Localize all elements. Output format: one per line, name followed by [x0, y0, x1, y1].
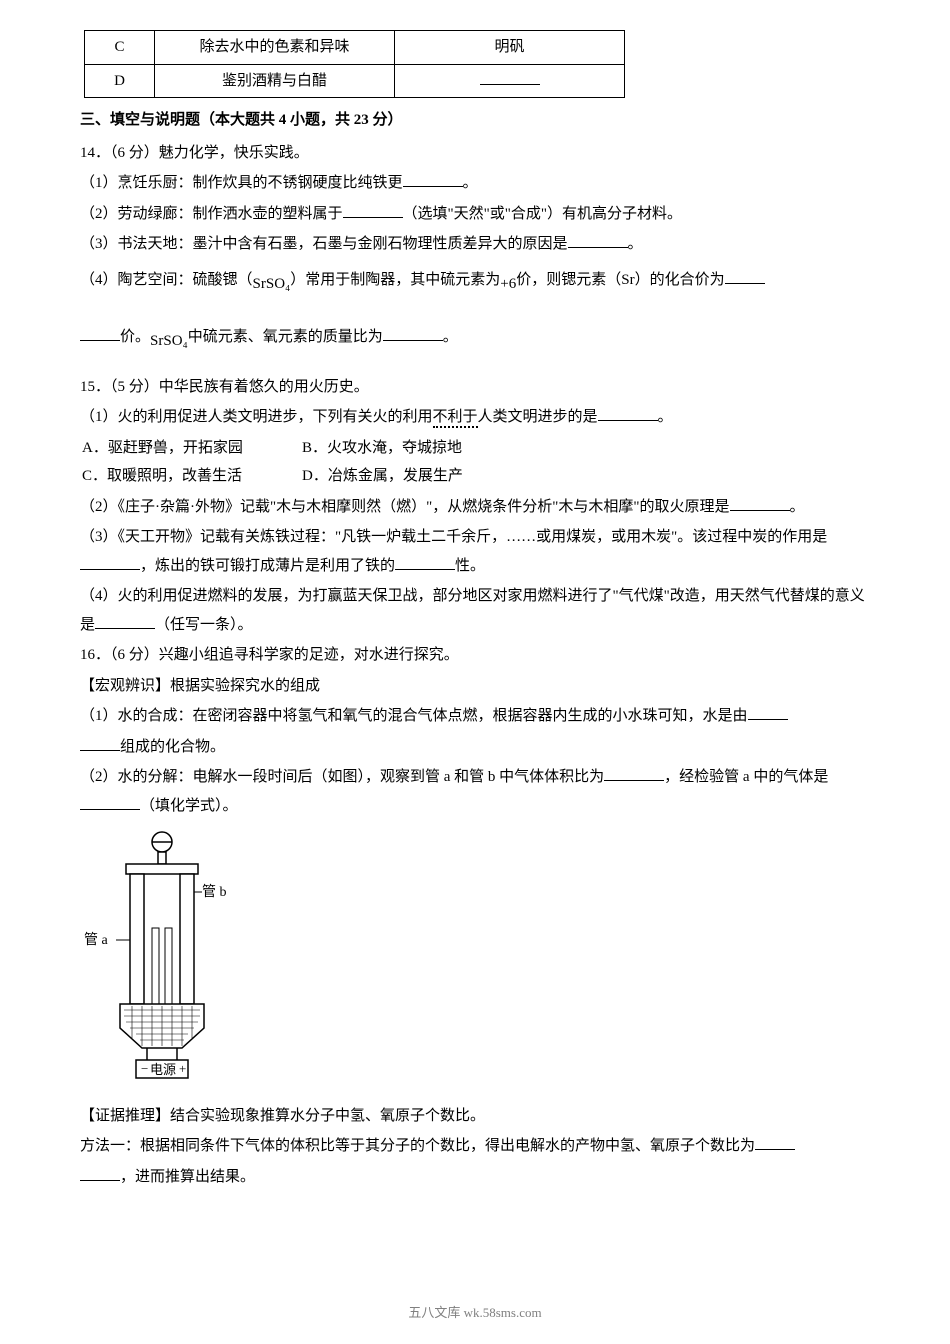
q15-p1a: （1）火的利用促进人类文明进步，下列有关火的利用 — [80, 409, 433, 425]
q14-p4-cont: 价。SrSO₄中硫元素、氧元素的质量比为 。 — [80, 318, 870, 361]
srso4-formula: SrSO₄ — [253, 276, 291, 292]
q14-p3: （3）书法天地：墨汁中含有石墨，石墨与金刚石物理性质差异大的原因是 。 — [80, 230, 870, 259]
blank-fill — [604, 766, 664, 781]
electrolysis-diagram: − + 管 a 管 b 电源 — [82, 828, 870, 1094]
q15-p3a: （3）《天工开物》记载有关炼铁过程："凡铁一炉载土二千余斤，……或用煤炭，或用木… — [80, 529, 827, 545]
option-b: B．火攻水淹，夺城掠地 — [302, 434, 522, 463]
q16-m1: 方法一：根据相同条件下气体的体积比等于其分子的个数比，得出电解水的产物中氢、氧原… — [80, 1132, 870, 1161]
page-footer: 五八文库 wk.58sms.com — [0, 1301, 950, 1326]
blank-fill — [598, 406, 658, 421]
srso4-formula2: SrSO₄ — [150, 333, 188, 349]
cell-d-desc: 鉴别酒精与白醋 — [155, 64, 395, 98]
option-a: A．驱赶野兽，开拓家园 — [82, 434, 302, 463]
q15-p1b: 人类文明进步的是 — [478, 409, 598, 425]
q14-p3-after: 。 — [628, 236, 643, 252]
q16-m1a: 方法一：根据相同条件下气体的体积比等于其分子的个数比，得出电解水的产物中氢、氧原… — [80, 1138, 755, 1154]
q14-header: 14．（6 分）魅力化学，快乐实践。 — [80, 139, 870, 168]
electrolysis-svg: − + 管 a 管 b 电源 — [82, 828, 242, 1083]
q16-header: 16．（6 分）兴趣小组追寻科学家的足迹，对水进行探究。 — [80, 641, 870, 670]
q16-sub2: 【证据推理】结合实验现象推算水分子中氢、氧原子个数比。 — [80, 1102, 870, 1131]
q14-p4a: （4）陶艺空间：硫酸锶（ — [80, 272, 253, 288]
blank-fill — [748, 705, 788, 720]
cell-d-label: D — [85, 64, 155, 98]
q15-p1-after: 。 — [658, 409, 673, 425]
q16-m1-cont: ，进而推算出结果。 — [80, 1163, 870, 1192]
q15-p4: （4）火的利用促进燃料的发展，为打赢蓝天保卫战，部分地区对家用燃料进行了"气代煤… — [80, 582, 870, 639]
blank-fill — [80, 555, 140, 570]
q16-p2: （2）水的分解：电解水一段时间后（如图），观察到管 a 和管 b 中气体体积比为… — [80, 763, 870, 820]
q14-p2-after: （选填"天然"或"合成"）有机高分子材料。 — [403, 206, 683, 222]
section-heading: 三、填空与说明题（本大题共 4 小题，共 23 分） — [80, 106, 870, 135]
q16-p1-cont: 组成的化合物。 — [80, 733, 870, 762]
cell-c-desc: 除去水中的色素和异味 — [155, 31, 395, 65]
q15-p2a: （2）《庄子·杂篇·外物》记载"木与木相摩则然（燃）"，从燃烧条件分析"木与木相… — [80, 499, 730, 515]
table-row: C 除去水中的色素和异味 明矾 — [85, 31, 625, 65]
q15-p1-emph: 不利于 — [433, 409, 478, 425]
q16-p1b: 组成的化合物。 — [120, 739, 225, 755]
q15-p3b: ，炼出的铁可锻打成薄片是利用了铁的 — [140, 558, 395, 574]
q14-p4c: 价，则锶元素（Sr）的化合价为 — [516, 272, 724, 288]
q14-p2: （2）劳动绿廊：制作洒水壶的塑料属于 （选填"天然"或"合成"）有机高分子材料。 — [80, 200, 870, 229]
option-d: D．冶炼金属，发展生产 — [302, 462, 522, 491]
blank-fill — [80, 795, 140, 810]
cell-c-material: 明矾 — [395, 31, 625, 65]
cell-c-label: C — [85, 31, 155, 65]
q16-sub1: 【宏观辨识】根据实验探究水的组成 — [80, 672, 870, 701]
blank-fill — [80, 1166, 120, 1181]
q15-p3: （3）《天工开物》记载有关炼铁过程："凡铁一炉载土二千余斤，……或用煤炭，或用木… — [80, 523, 870, 580]
blank-fill — [343, 203, 403, 218]
q14-p4: （4）陶艺空间：硫酸锶（SrSO₄）常用于制陶器，其中硫元素为+6价，则锶元素（… — [80, 261, 870, 304]
blank-fill — [403, 172, 463, 187]
option-c: C．取暖照明，改善生活 — [82, 462, 302, 491]
q15-p2: （2）《庄子·杂篇·外物》记载"木与木相摩则然（燃）"，从燃烧条件分析"木与木相… — [80, 493, 870, 522]
q16-p2a: （2）水的分解：电解水一段时间后（如图），观察到管 a 和管 b 中气体体积比为 — [80, 769, 604, 785]
materials-table: C 除去水中的色素和异味 明矾 D 鉴别酒精与白醋 — [84, 30, 625, 98]
q14-p4b: ）常用于制陶器，其中硫元素为 — [290, 272, 500, 288]
q14-p3-text: （3）书法天地：墨汁中含有石墨，石墨与金刚石物理性质差异大的原因是 — [80, 236, 568, 252]
q16-p1a: （1）水的合成：在密闭容器中将氢气和氧气的混合气体点燃，根据容器内生成的小水珠可… — [80, 708, 748, 724]
q15-options: A．驱赶野兽，开拓家园 B．火攻水淹，夺城掠地 C．取暖照明，改善生活 D．冶炼… — [82, 434, 870, 491]
q15-p4b: （任写一条）。 — [155, 617, 253, 633]
label-tube-a: 管 a — [84, 932, 108, 948]
plus6: +6 — [500, 276, 516, 292]
blank-fill — [725, 269, 765, 284]
q14-p4f: 。 — [443, 329, 458, 345]
blank-fill — [80, 736, 120, 751]
label-tube-b: 管 b — [202, 884, 227, 900]
blank-fill — [80, 326, 120, 341]
svg-text:−: − — [141, 1061, 148, 1076]
blank-fill — [480, 70, 540, 85]
blank-fill — [755, 1135, 795, 1150]
blank-fill — [395, 555, 455, 570]
q16-p1: （1）水的合成：在密闭容器中将氢气和氧气的混合气体点燃，根据容器内生成的小水珠可… — [80, 702, 870, 731]
blank-fill — [383, 326, 443, 341]
table-row: D 鉴别酒精与白醋 — [85, 64, 625, 98]
q14-p1-after: 。 — [463, 175, 478, 191]
q15-p1: （1）火的利用促进人类文明进步，下列有关火的利用不利于人类文明进步的是 。 — [80, 403, 870, 432]
q14-p1-text: （1）烹饪乐厨：制作炊具的不锈钢硬度比纯铁更 — [80, 175, 403, 191]
q16-m1b: ，进而推算出结果。 — [120, 1169, 255, 1185]
blank-fill — [730, 496, 790, 511]
cell-d-material — [395, 64, 625, 98]
blank-fill — [568, 233, 628, 248]
q16-p2b: ，经检验管 a 中的气体是 — [664, 769, 828, 785]
q15-p2-after: 。 — [790, 499, 805, 515]
blank-fill — [95, 614, 155, 629]
q15-p3c: 性。 — [455, 558, 485, 574]
label-power: 电源 — [150, 1062, 176, 1077]
svg-text:+: + — [179, 1061, 186, 1076]
q14-p4d: 价。 — [120, 329, 150, 345]
q14-p4e: 中硫元素、氧元素的质量比为 — [188, 329, 383, 345]
q14-p2-text: （2）劳动绿廊：制作洒水壶的塑料属于 — [80, 206, 343, 222]
q14-p1: （1）烹饪乐厨：制作炊具的不锈钢硬度比纯铁更 。 — [80, 169, 870, 198]
q16-p2c: （填化学式）。 — [140, 798, 238, 814]
q15-header: 15．（5 分）中华民族有着悠久的用火历史。 — [80, 373, 870, 402]
